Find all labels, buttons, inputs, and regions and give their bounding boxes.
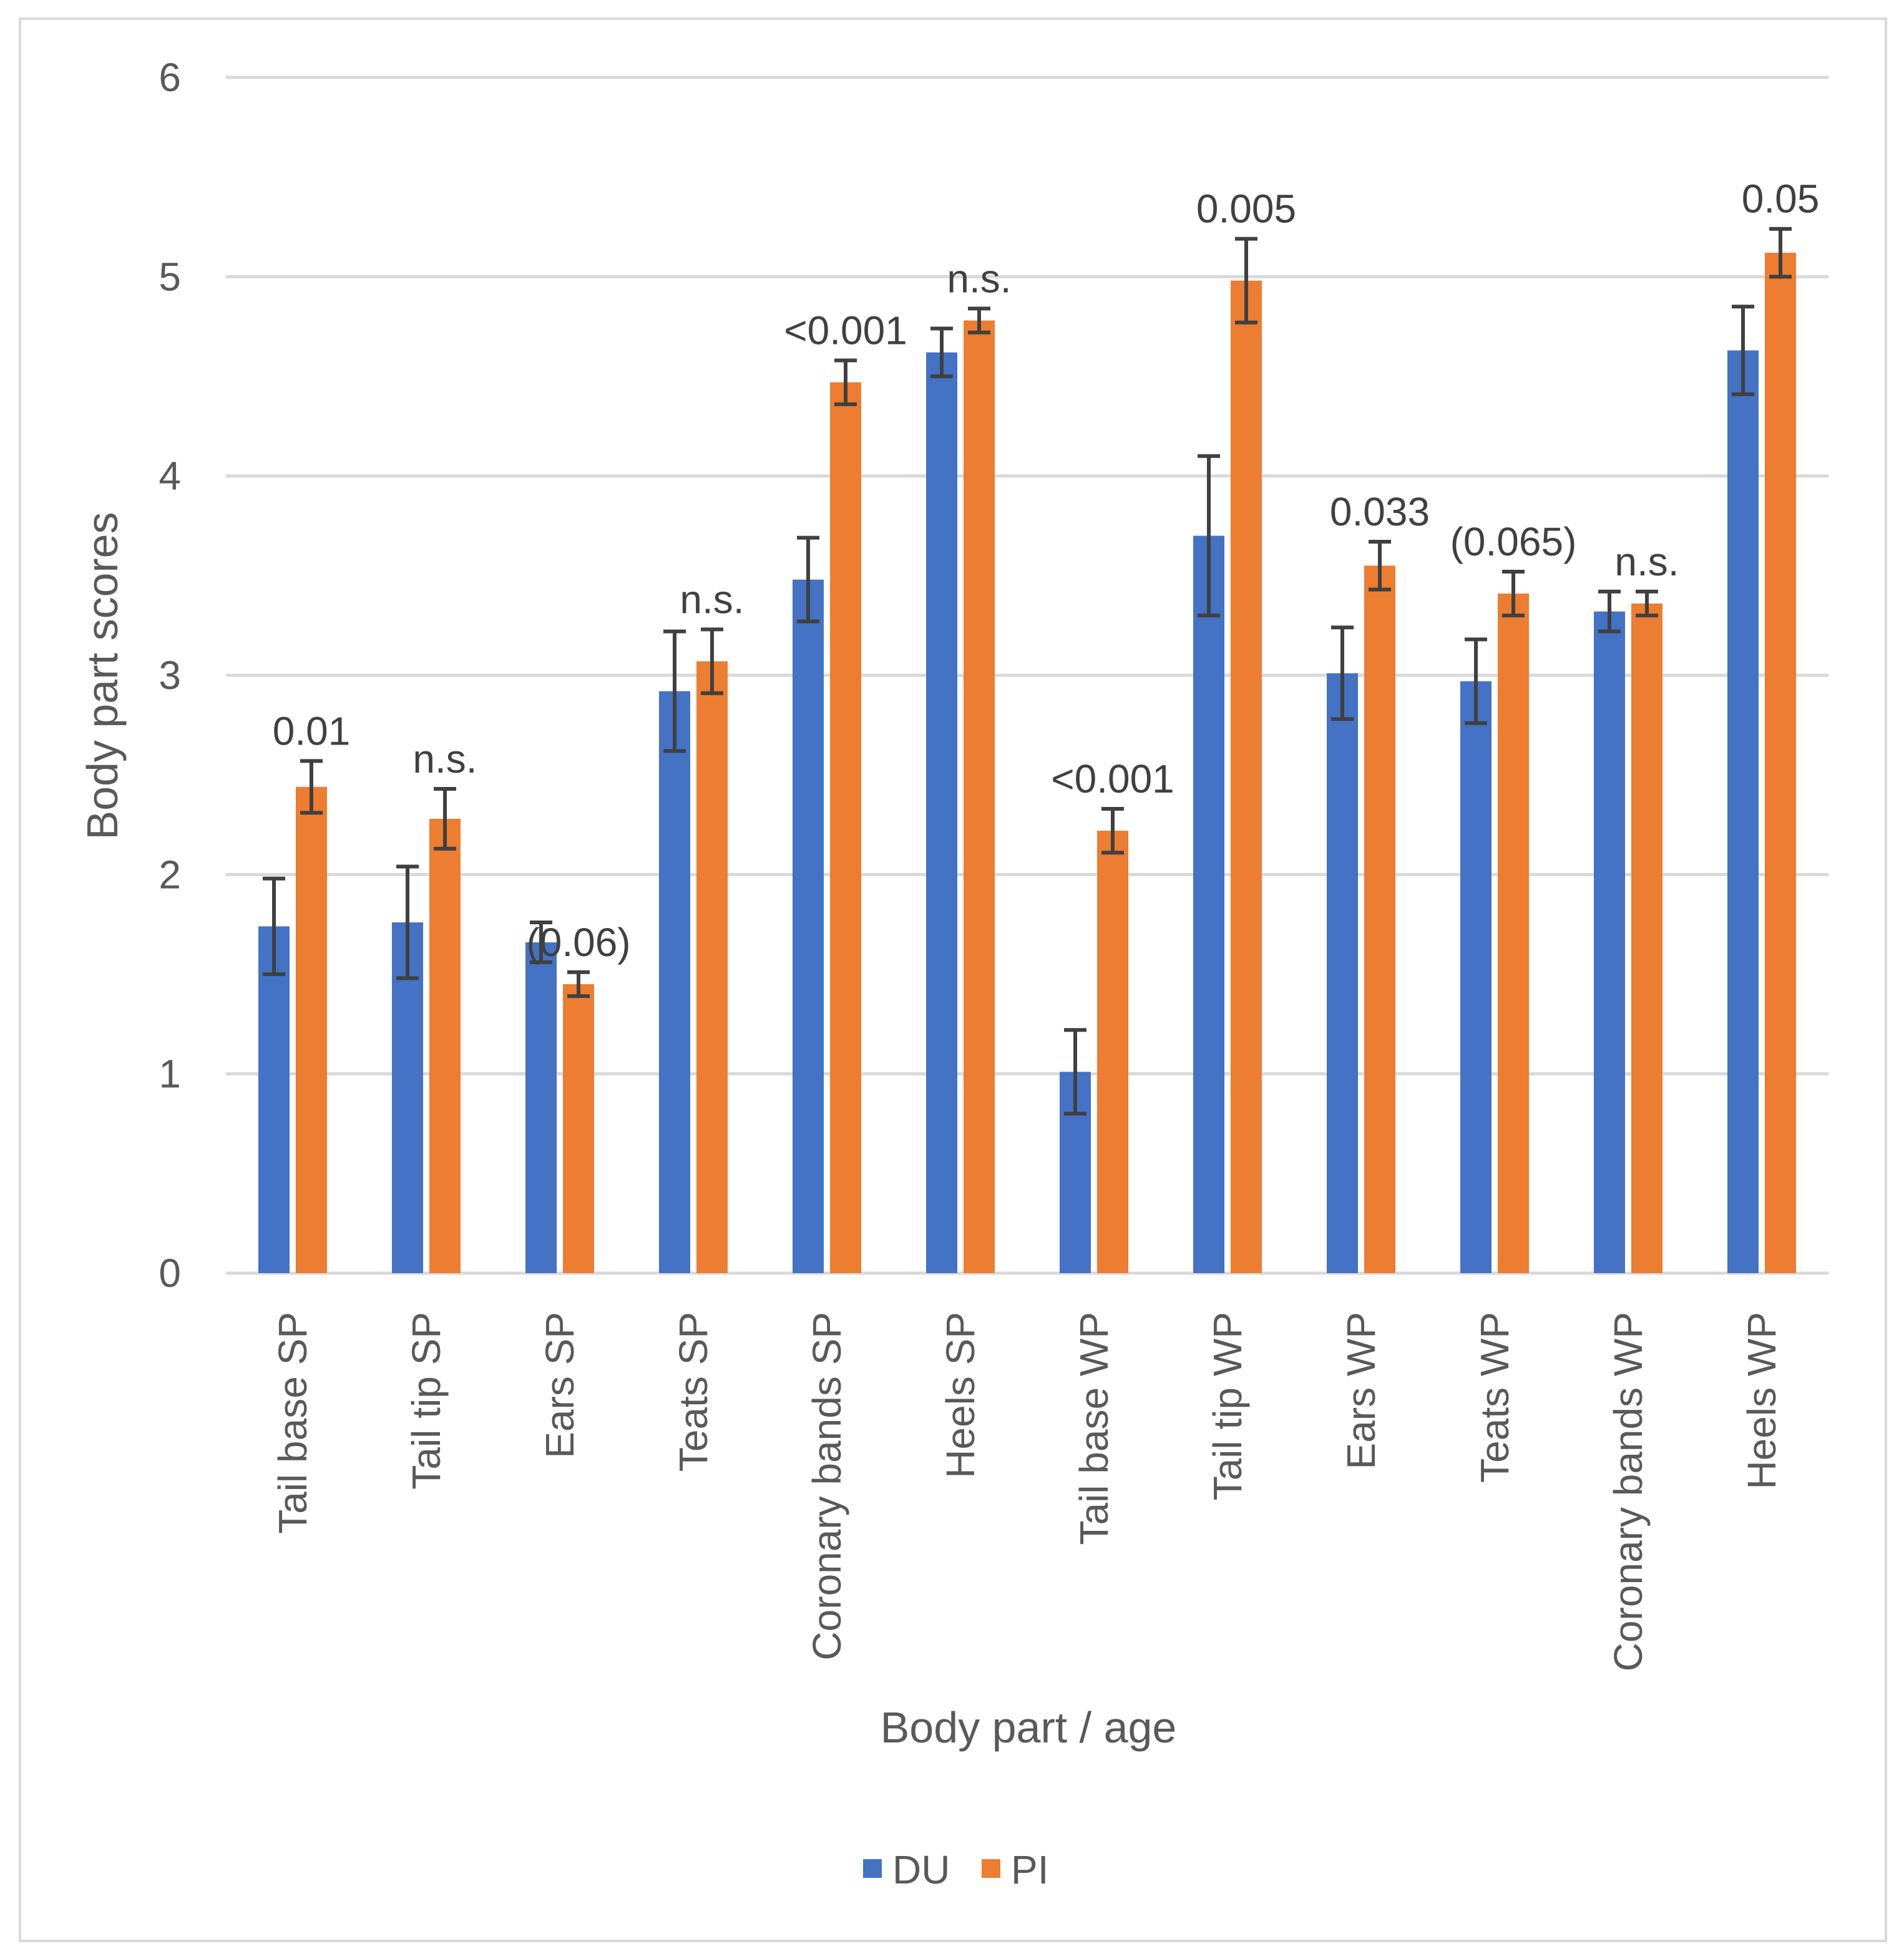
error-bar-du-6: [930, 326, 953, 378]
y-tick-label: 6: [159, 55, 181, 100]
error-bar-pi-4: [701, 627, 723, 695]
bar-pi-11: [1631, 603, 1662, 1273]
annotation-3: (0.06): [526, 920, 630, 965]
bar-du-10: [1460, 681, 1491, 1273]
x-tick-label: Tail tip SP: [404, 1312, 449, 1490]
error-bar-du-5: [797, 535, 819, 623]
x-tick-label: Ears SP: [537, 1312, 582, 1458]
bar-pi-12: [1765, 253, 1796, 1274]
bar-du-6: [926, 352, 957, 1274]
error-bar-pi-9: [1369, 540, 1391, 592]
bar-pi-3: [563, 984, 594, 1273]
x-tick-label: Ears WP: [1339, 1312, 1384, 1469]
x-tick-label: Heels WP: [1739, 1312, 1784, 1490]
annotation-11: n.s.: [1614, 539, 1679, 584]
y-tick-label: 3: [159, 653, 181, 698]
annotation-8: 0.005: [1196, 187, 1296, 232]
x-tick-label: Tail tip WP: [1205, 1312, 1250, 1500]
error-bar-pi-11: [1636, 589, 1658, 618]
annotation-1: 0.01: [273, 708, 351, 753]
significance-annotations: 0.01 n.s. (0.06) n.s. <0.001 n.s. <0.001 0.005 0…: [273, 177, 1820, 965]
y-tick-label: 0: [159, 1251, 181, 1296]
y-tick-label: 5: [159, 254, 181, 299]
x-tick-label: Teats SP: [671, 1312, 716, 1472]
bar-pi-7: [1097, 831, 1128, 1273]
x-tick-label: Coronary bands WP: [1606, 1312, 1651, 1671]
error-bar-pi-5: [834, 358, 857, 406]
error-bar-pi-1: [300, 759, 323, 815]
x-tick-label: Tail base WP: [1072, 1312, 1116, 1545]
annotation-5: <0.001: [784, 308, 907, 353]
error-bar-du-1: [263, 876, 285, 976]
annotation-9: 0.033: [1330, 489, 1430, 534]
bar-pi-5: [830, 382, 861, 1273]
error-bar-du-3: [530, 920, 552, 964]
x-tick-label: Coronary bands SP: [804, 1312, 849, 1661]
bar-du-2: [392, 922, 423, 1273]
bar-pi-1: [296, 786, 327, 1273]
error-bar-du-12: [1732, 305, 1754, 396]
bar-du-5: [793, 579, 824, 1273]
error-bar-du-8: [1198, 454, 1220, 618]
bar-pi-6: [964, 320, 995, 1273]
legend-label-du: DU: [892, 1847, 950, 1892]
annotation-10: (0.065): [1450, 519, 1577, 564]
annotation-12: 0.05: [1742, 177, 1820, 222]
y-tick-label: 2: [159, 852, 181, 897]
bar-du-1: [258, 926, 290, 1273]
error-bar-du-9: [1331, 625, 1354, 721]
bar-du-9: [1327, 673, 1358, 1273]
annotation-6: n.s.: [947, 256, 1011, 301]
bar-du-3: [525, 942, 557, 1273]
bars: [258, 253, 1796, 1274]
legend-swatch-du: [863, 1859, 882, 1878]
error-bar-pi-2: [434, 787, 456, 851]
error-bar-du-11: [1598, 589, 1621, 633]
error-bar-pi-12: [1769, 227, 1792, 279]
legend-swatch-pi: [982, 1859, 1000, 1878]
bar-du-4: [659, 691, 690, 1273]
y-axis-title: Body part scores: [78, 512, 127, 839]
legend: DU PI: [863, 1847, 1048, 1892]
error-bar-pi-3: [567, 970, 590, 999]
error-bar-du-2: [396, 864, 419, 980]
annotation-4: n.s.: [680, 577, 744, 622]
error-bar-du-10: [1465, 637, 1487, 725]
error-bars: [263, 227, 1792, 1116]
y-tick-label: 1: [159, 1052, 181, 1097]
error-bar-du-7: [1064, 1028, 1086, 1116]
error-bar-pi-10: [1502, 569, 1525, 618]
annotation-7: <0.001: [1051, 756, 1174, 801]
error-bar-du-4: [663, 629, 686, 753]
legend-label-pi: PI: [1011, 1847, 1048, 1892]
bar-pi-10: [1498, 594, 1529, 1274]
x-tick-label: Heels SP: [938, 1312, 983, 1478]
y-axis-ticks: 0 1 2 3 4 5 6: [159, 55, 181, 1296]
error-bar-pi-7: [1101, 806, 1124, 855]
x-tick-label: Teats WP: [1472, 1312, 1517, 1483]
error-bar-pi-6: [968, 306, 990, 335]
bar-pi-8: [1231, 280, 1262, 1274]
bar-du-8: [1193, 535, 1224, 1273]
bar-du-12: [1727, 350, 1759, 1273]
gridlines: [226, 76, 1828, 1275]
y-tick-label: 4: [159, 454, 181, 499]
bar-pi-2: [429, 818, 461, 1273]
bar-pi-4: [696, 661, 728, 1273]
bar-pi-9: [1364, 565, 1395, 1273]
x-tick-label: Tail base SP: [270, 1312, 315, 1534]
error-bar-pi-8: [1235, 237, 1257, 325]
bar-du-11: [1594, 611, 1625, 1273]
x-axis-ticks: Tail base SP Tail tip SP Ears SP Teats SP Co…: [270, 1312, 1784, 1671]
x-axis-title: Body part / age: [881, 1703, 1177, 1752]
annotation-2: n.s.: [413, 736, 477, 781]
